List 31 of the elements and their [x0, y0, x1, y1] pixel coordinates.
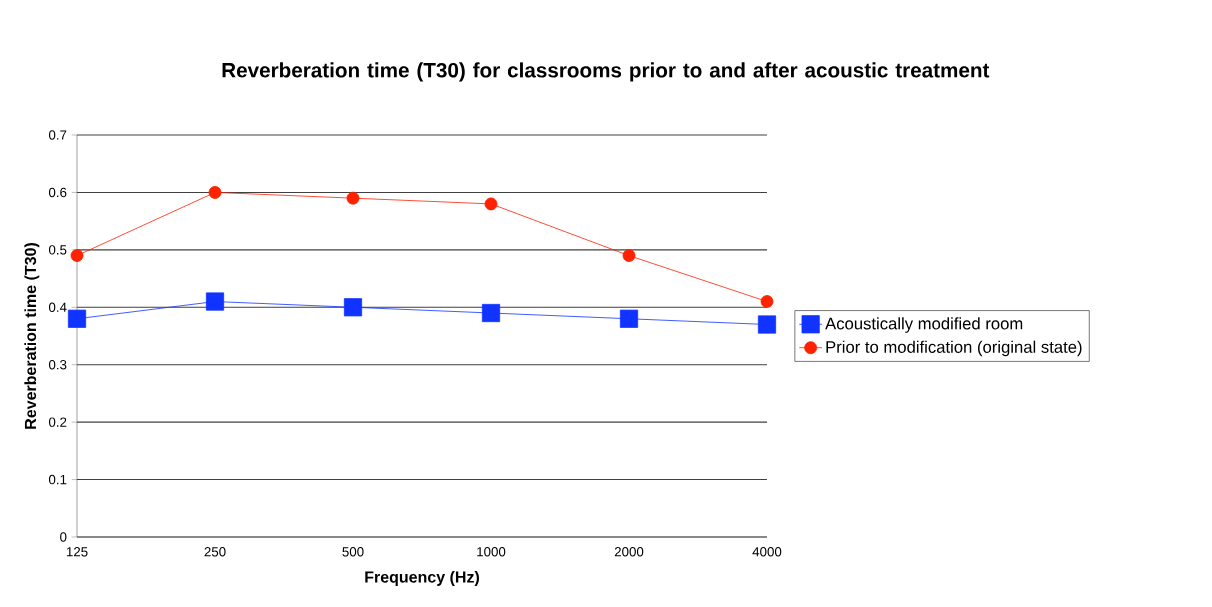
x-axis-title: Frequency (Hz)	[365, 571, 479, 587]
y-tick-label: 0	[60, 532, 67, 542]
point	[757, 315, 777, 334]
x-tick-label: 500	[342, 547, 364, 557]
chart-title: Reverberation time (T30) for classrooms prior to and after acoustic treatment	[222, 62, 990, 82]
point	[760, 295, 774, 309]
point	[622, 249, 636, 263]
legend-label: Acoustically modified room	[825, 317, 1023, 333]
point	[619, 309, 639, 328]
point	[484, 197, 498, 211]
y-tick-label: 0.6	[48, 187, 67, 198]
y-tick-label: 0.3	[48, 360, 67, 370]
point	[70, 249, 84, 263]
point	[208, 186, 222, 199]
point	[67, 309, 87, 328]
y-axis-title: Reverberation time (T30)	[24, 243, 40, 429]
point	[481, 304, 501, 323]
y-tick-label: 0.1	[48, 475, 67, 485]
x-tick-label: 1000	[477, 547, 506, 557]
x-tick-label: 2000	[614, 547, 644, 557]
y-tick-label: 0.4	[48, 302, 67, 313]
y-tick-label: 0.5	[48, 245, 67, 255]
point	[343, 298, 363, 317]
y-tick-label: 0.2	[48, 417, 67, 428]
y-tick-label: 0.7	[48, 130, 67, 140]
x-tick-label: 250	[204, 547, 226, 557]
point	[205, 292, 225, 311]
point	[346, 191, 360, 205]
x-tick-label: 125	[66, 547, 88, 557]
x-tick-label: 4000	[752, 547, 782, 557]
legend-label: Prior to modification (original state)	[826, 340, 1082, 357]
